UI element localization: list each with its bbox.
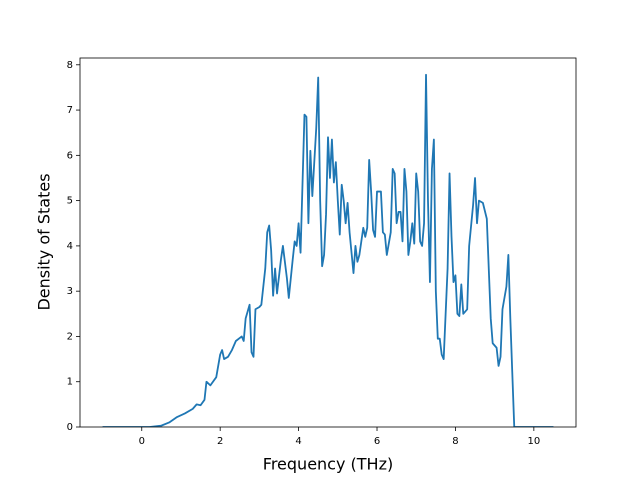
y-tick-label: 3 (67, 286, 73, 297)
data-line (102, 73, 554, 427)
x-tick-label: 0 (139, 436, 145, 447)
y-tick-label: 8 (67, 60, 73, 71)
y-tick-label: 0 (67, 422, 73, 433)
y-tick-label: 1 (67, 377, 73, 388)
y-tick-label: 4 (67, 241, 73, 252)
x-tick-label: 10 (527, 436, 540, 447)
x-axis-label: Frequency (THz) (263, 455, 393, 474)
y-tick-label: 5 (67, 196, 73, 207)
plot-frame (79, 57, 577, 428)
y-tick-label: 6 (67, 150, 73, 161)
y-axis-label: Density of States (35, 173, 54, 310)
x-tick-label: 2 (217, 436, 223, 447)
x-tick-label: 6 (374, 436, 380, 447)
y-tick-label: 7 (67, 105, 73, 116)
x-tick-label: 4 (295, 436, 301, 447)
x-tick-label: 8 (452, 436, 458, 447)
y-tick-label: 2 (67, 331, 73, 342)
